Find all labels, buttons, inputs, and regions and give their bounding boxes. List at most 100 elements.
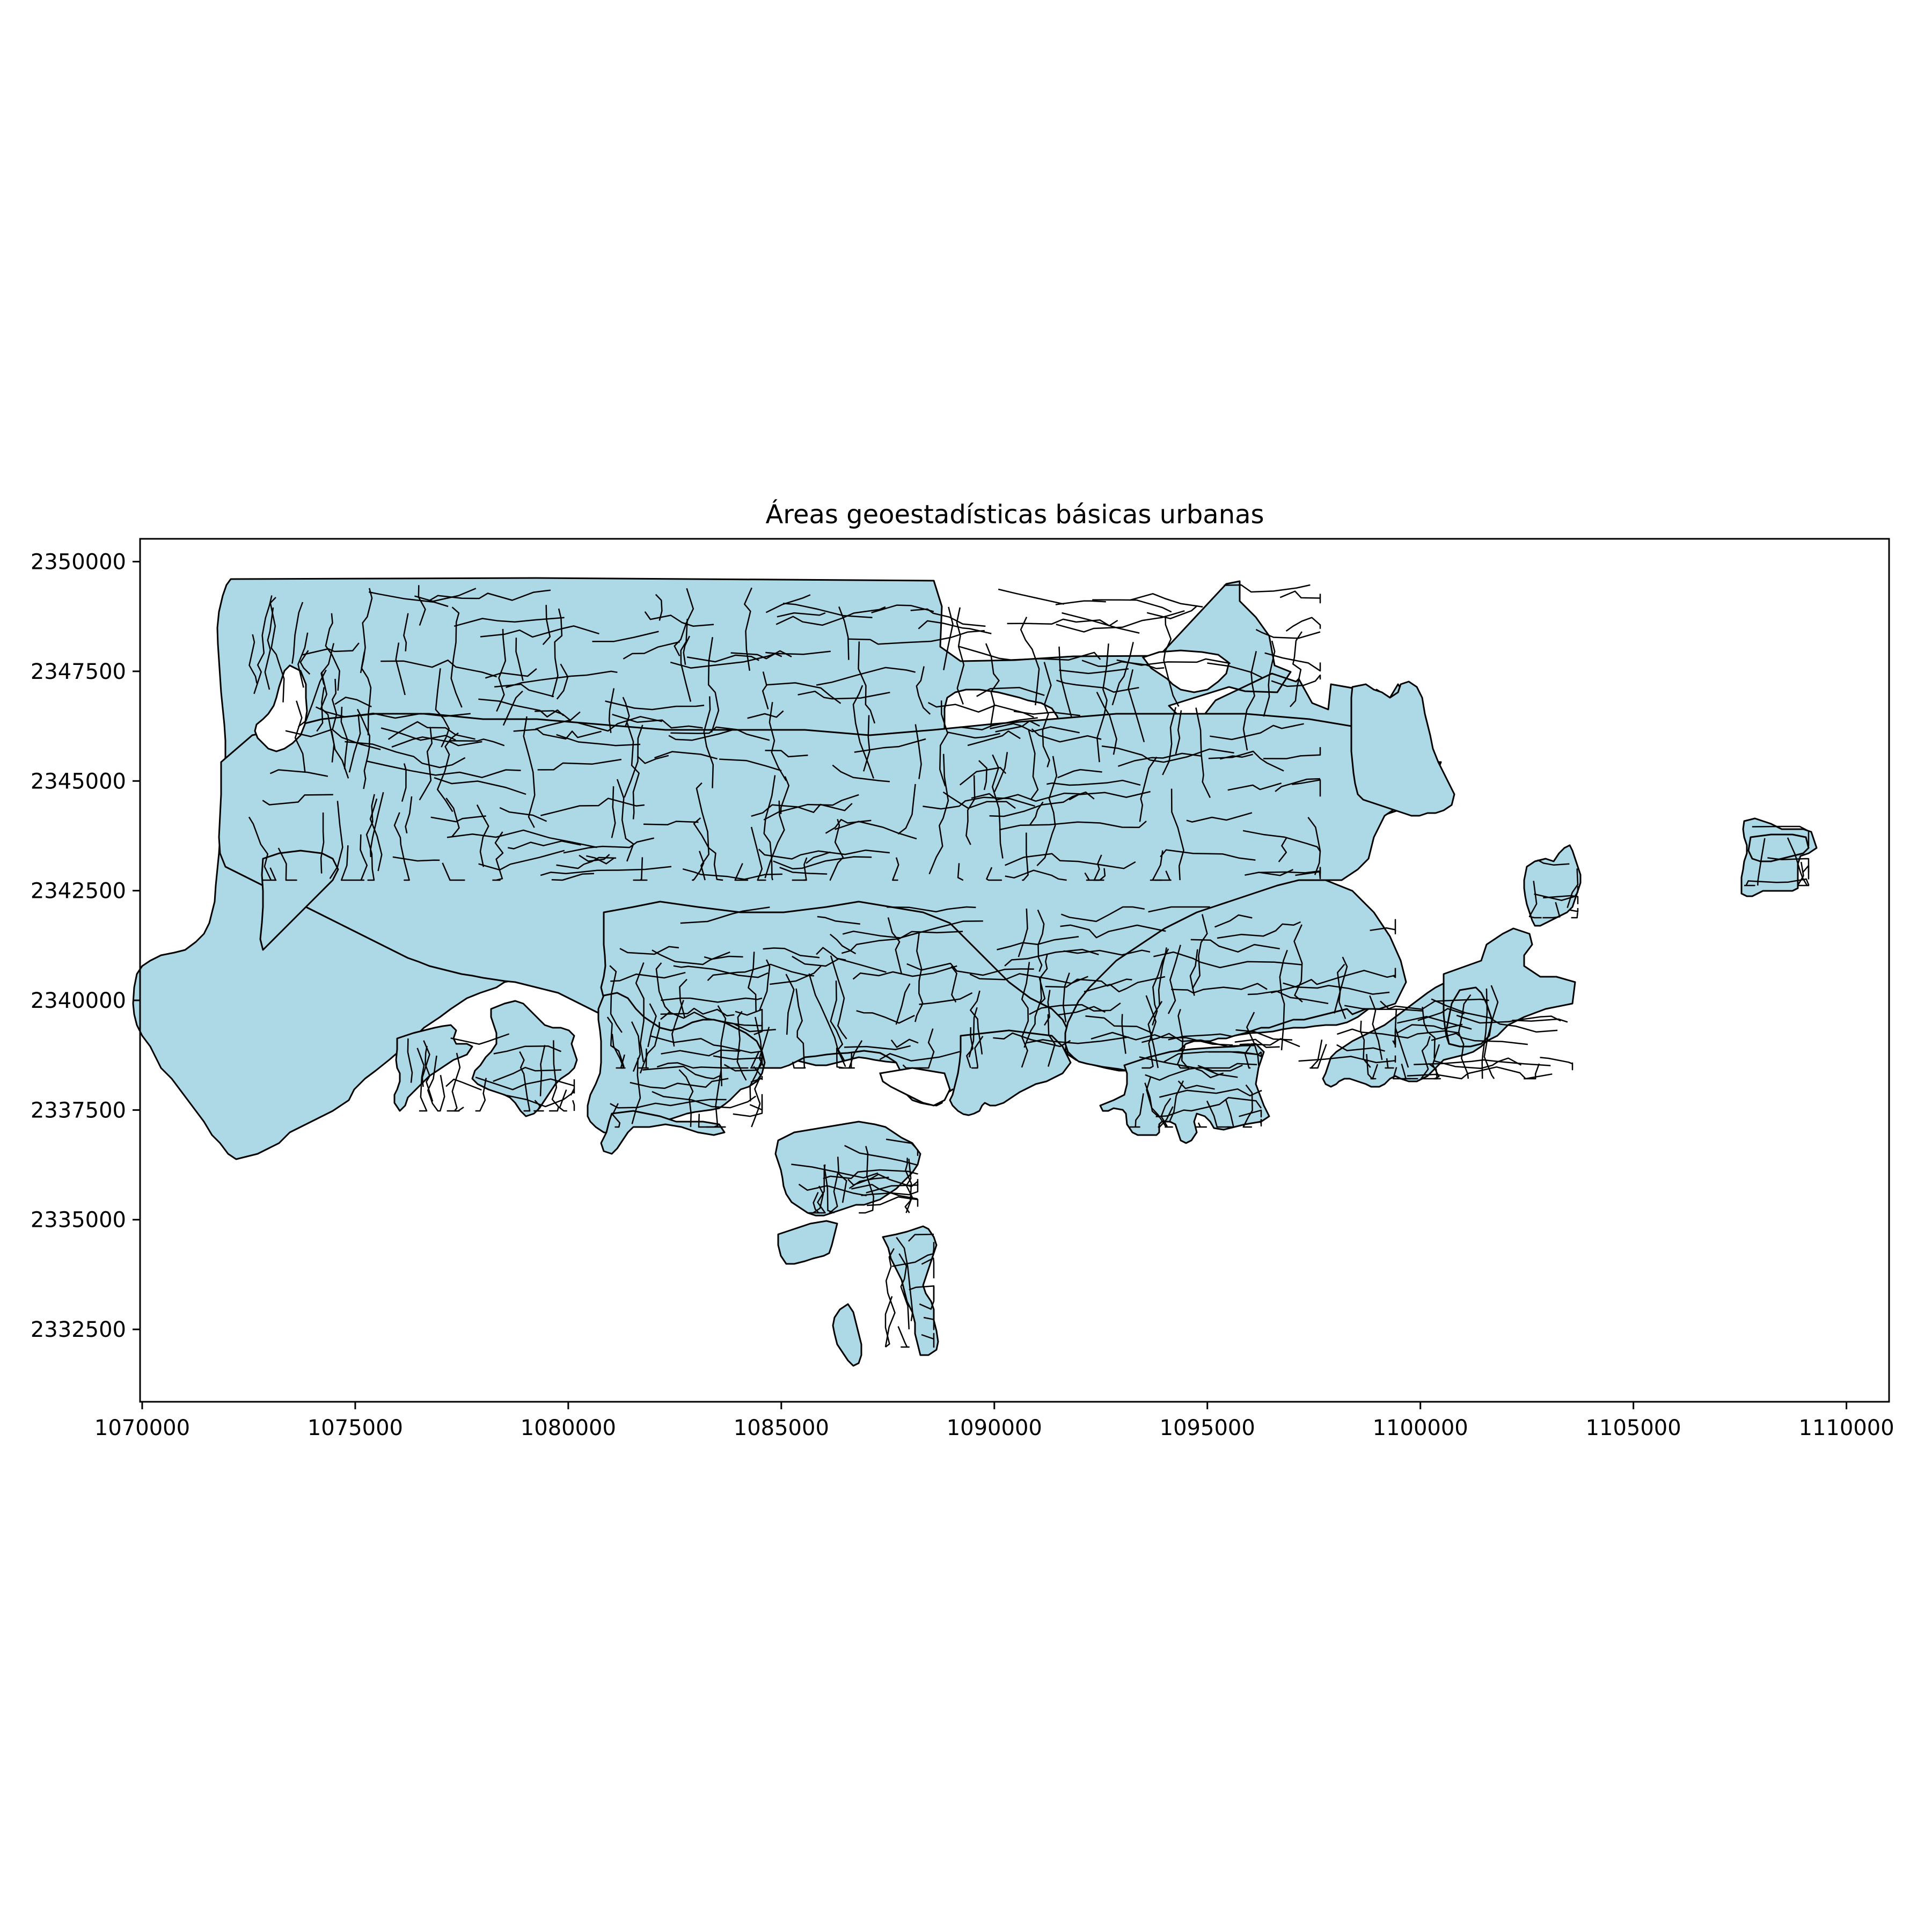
ageb-boundary xyxy=(792,1062,806,1069)
ageb-boundary xyxy=(1163,616,1180,707)
ageb-boundary xyxy=(693,817,723,881)
ageb-boundary xyxy=(971,792,1080,802)
ageb-boundary xyxy=(619,946,679,955)
ageb-boundary xyxy=(316,687,325,732)
ageb-boundary xyxy=(418,585,426,626)
ageb-boundary xyxy=(1154,870,1172,881)
ageb-boundary xyxy=(887,917,902,974)
ageb-boundary xyxy=(630,1078,729,1089)
ageb-boundary xyxy=(1162,707,1177,775)
ageb-boundary xyxy=(1007,618,1118,627)
ageb-boundary xyxy=(1483,985,1499,1079)
ageb-boundary xyxy=(515,638,524,681)
ageb-boundary xyxy=(1139,1056,1257,1069)
ageb-boundary xyxy=(1116,658,1231,666)
ageb-boundary xyxy=(736,1011,747,1081)
ageb-boundary xyxy=(791,1163,879,1179)
ageb-boundary xyxy=(370,792,384,858)
ageb-boundary xyxy=(1022,832,1029,881)
ageb-boundary xyxy=(1084,976,1166,993)
ageb-boundary xyxy=(631,1021,641,1072)
ageb-boundary xyxy=(1029,801,1044,826)
ageb-boundary xyxy=(1121,1014,1126,1054)
ageb-boundary xyxy=(751,1066,762,1128)
ageb-boundary xyxy=(1264,652,1321,672)
ageb-boundary xyxy=(579,854,610,862)
ageb-boundary xyxy=(609,965,623,1033)
ageb-boundary xyxy=(1026,1036,1129,1044)
ageb-boundary xyxy=(909,1285,935,1301)
ageb-boundary xyxy=(294,700,306,773)
ageb-boundary xyxy=(1298,1055,1396,1064)
ageb-boundary xyxy=(758,1027,771,1069)
ageb-boundary xyxy=(765,594,811,613)
ageb-boundary xyxy=(262,867,277,881)
ageb-boundary xyxy=(315,706,471,719)
ageb-boundary xyxy=(506,670,618,689)
ageb-boundary xyxy=(652,1091,757,1109)
ageb-boundary xyxy=(919,1028,935,1069)
ageb-boundary xyxy=(563,837,654,854)
ageb-boundary xyxy=(1311,1044,1327,1069)
ageb-boundary xyxy=(830,955,847,1040)
ageb-boundary xyxy=(1380,998,1489,1010)
ageb-boundary xyxy=(1190,939,1280,953)
ageb-boundary xyxy=(797,690,890,700)
ageb-boundary xyxy=(1397,1015,1472,1030)
x-tick-label: 1080000 xyxy=(521,1416,616,1440)
ageb-boundary xyxy=(369,798,383,872)
ageb-boundary xyxy=(624,724,643,798)
ageb-boundary xyxy=(1392,968,1396,978)
ageb-boundary xyxy=(1056,610,1185,633)
ageb-boundary xyxy=(435,668,450,748)
ageb-boundary xyxy=(1571,912,1578,919)
ageb-boundary xyxy=(896,1236,913,1321)
y-tick-label: 2337500 xyxy=(31,1098,126,1123)
ageb-boundary xyxy=(985,643,1000,728)
ageb-boundary xyxy=(1242,830,1321,852)
ageb-boundary xyxy=(1433,1057,1522,1070)
ageb-boundary xyxy=(612,1103,621,1128)
ageb-boundary xyxy=(1208,750,1284,772)
ageb-boundary xyxy=(959,767,1007,786)
x-tick-label: 1085000 xyxy=(734,1416,829,1440)
ageb-boundary xyxy=(956,607,965,705)
ageb-boundary xyxy=(749,1016,763,1102)
ageb-boundary xyxy=(1512,1018,1568,1023)
ageb-boundary xyxy=(851,1183,918,1200)
y-axis: 2332500 2335000 2337500 2340000 2342500 23450… xyxy=(31,550,140,1342)
ageb-boundary xyxy=(1278,837,1287,862)
ageb-boundary xyxy=(704,955,743,960)
ageb-boundary xyxy=(696,782,709,881)
ageb-boundary xyxy=(1197,1064,1243,1072)
ageb-boundary xyxy=(1028,730,1039,800)
urban-ageb-polygons xyxy=(132,577,1818,1367)
ageb-boundary xyxy=(1018,908,1028,957)
ageb-boundary xyxy=(297,669,327,728)
ageb-boundary xyxy=(852,685,874,779)
ageb-boundary xyxy=(1432,1044,1441,1080)
ageb-boundary xyxy=(792,955,887,973)
ageb-boundary xyxy=(997,935,1079,950)
ageb-boundary xyxy=(908,1233,935,1242)
ageb-boundary xyxy=(1063,949,1151,956)
ageb-boundary xyxy=(540,797,645,816)
ageb-boundary xyxy=(1239,1038,1300,1048)
ageb-boundary xyxy=(999,821,1147,831)
ageb-boundary xyxy=(765,750,808,758)
ageb-boundary xyxy=(884,1248,896,1348)
ageb-boundary xyxy=(816,947,846,961)
ageb-boundary xyxy=(1247,990,1329,1005)
ageb-boundary xyxy=(758,848,890,860)
ageb-boundary xyxy=(1168,1080,1184,1123)
ageb-boundary xyxy=(765,682,841,704)
ageb-boundary xyxy=(1206,1100,1231,1128)
ageb-boundary xyxy=(1293,924,1303,1003)
ageb-boundary xyxy=(1013,711,1080,716)
ageb-boundary xyxy=(559,1089,567,1112)
ageb-boundary xyxy=(1005,869,1067,881)
ageb-boundary xyxy=(989,791,1095,817)
ageb-boundary xyxy=(897,1326,910,1348)
south-satellite-b xyxy=(777,1220,838,1265)
ageb-boundary xyxy=(1037,909,1045,972)
